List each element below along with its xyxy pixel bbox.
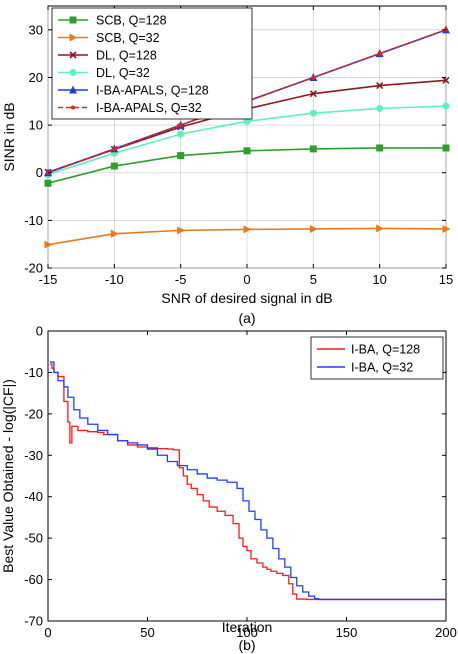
b-y-tick-label: -40 bbox=[24, 489, 43, 504]
series-scb-q-128-point bbox=[110, 162, 118, 170]
legend-a-dl-q-128-marker bbox=[69, 51, 77, 59]
b-x-tick-label: 50 bbox=[140, 625, 154, 640]
series-scb-q-128-point bbox=[243, 147, 251, 155]
a-x-tick-label: 5 bbox=[310, 272, 317, 287]
legend-a-i-ba-apals-q-128-marker bbox=[69, 85, 77, 94]
y-axis-label-b: Best Value Obtained - log(|CF|) bbox=[0, 379, 16, 573]
series-dl-q-32-point bbox=[442, 102, 450, 110]
series-scb-q-32-point bbox=[442, 224, 451, 233]
series-scb-q-128-point bbox=[177, 152, 185, 160]
panel-label-a: (a) bbox=[238, 310, 255, 326]
series-dl-q-128-point bbox=[442, 76, 450, 84]
b-x-tick-label: 0 bbox=[44, 625, 51, 640]
series-scb-q-32-point bbox=[177, 226, 186, 235]
series-i-ba-apals-q-32-point bbox=[178, 123, 183, 128]
a-x-tick-label: 0 bbox=[243, 272, 250, 287]
series-dl-q-128-point-stroke-2 bbox=[376, 81, 384, 90]
a-x-tick-label: -5 bbox=[175, 272, 187, 287]
legend-a-dl-q-32-label: DL, Q=32 bbox=[96, 66, 150, 80]
legend-a-dl-q-128-marker-stroke-2 bbox=[69, 51, 77, 59]
ticks-a: -15 -10 -5 0 5 10 15 -20 -10 0 10 20 30 bbox=[24, 6, 453, 287]
series-dl-q-128-point-stroke-2 bbox=[442, 76, 450, 84]
series-scb-q-128-point bbox=[376, 144, 384, 152]
legend-a-dl-q-128-label: DL, Q=128 bbox=[96, 49, 157, 63]
legend-a-dl-q-32-marker bbox=[69, 69, 77, 76]
b-y-tick-label: -20 bbox=[24, 406, 43, 421]
a-y-tick-label: -20 bbox=[24, 261, 43, 276]
x-axis-label-b: Iteration bbox=[222, 619, 273, 635]
legend-a: SCB, Q=128 SCB, Q=32 DL, Q=128 DL, Q=32 I-BA… bbox=[51, 7, 253, 120]
series-scb-q-128-point bbox=[442, 144, 450, 152]
series-dl-q-32-point bbox=[376, 104, 384, 112]
b-y-tick-label: -70 bbox=[24, 614, 43, 629]
a-y-tick-label: 0 bbox=[36, 165, 43, 180]
legend-b-i-ba-q-128-label: I-BA, Q=128 bbox=[351, 343, 420, 357]
series-scb-q-128-point bbox=[309, 145, 317, 153]
series-dl-q-32-point bbox=[309, 109, 317, 117]
series-dl-q-32-point bbox=[177, 130, 185, 138]
legend-a-box bbox=[51, 7, 253, 120]
b-x-tick-label: 150 bbox=[336, 625, 358, 640]
series-dl-q-32-point bbox=[243, 117, 251, 125]
series-scb-q-32-point bbox=[309, 224, 318, 233]
ticks-b: 0 50 100 150 200 -70 -60 -50 -40 -30 -20 -10 0 bbox=[24, 324, 457, 641]
a-x-tick-label: 15 bbox=[439, 272, 453, 287]
b-y-tick-label: -30 bbox=[24, 448, 43, 463]
y-axis-label-a: SINR in dB bbox=[1, 102, 17, 171]
a-y-tick-label: 30 bbox=[29, 22, 43, 37]
series-group-a bbox=[44, 25, 451, 249]
series-i-ba-apals-q-32-point bbox=[311, 75, 316, 80]
series-i-ba-apals-q-32-point bbox=[377, 51, 382, 56]
series-scb-q-32-point bbox=[243, 225, 252, 234]
series-dl-q-128-point bbox=[376, 81, 384, 90]
series-scb-q-32-point bbox=[44, 240, 53, 249]
series-i-ba-apals-q-32-point bbox=[112, 146, 117, 151]
series-scb-q-32-point bbox=[110, 229, 119, 238]
a-x-tick-label: -10 bbox=[105, 272, 124, 287]
legend-a-scb-q-32-marker bbox=[69, 33, 78, 42]
b-y-tick-label: -60 bbox=[24, 572, 43, 587]
legend-b-i-ba-q-32-label: I-BA, Q=32 bbox=[351, 361, 413, 375]
chart-panel-b: 0 50 100 150 200 -70 -60 -50 -40 -30 -20 -10 0 Itera… bbox=[0, 324, 457, 654]
a-x-tick-label: -15 bbox=[39, 272, 58, 287]
legend-a-scb-q-128-label: SCB, Q=128 bbox=[96, 14, 167, 28]
b-y-tick-label: -50 bbox=[24, 531, 43, 546]
legend-b-box bbox=[310, 336, 444, 380]
series-dl-q-128-point-stroke-2 bbox=[309, 90, 317, 98]
x-axis-label-a: SNR of desired signal in dB bbox=[161, 290, 332, 306]
series-scb-q-128-point bbox=[44, 179, 52, 187]
b-y-tick-label: 0 bbox=[36, 324, 43, 339]
panel-label-b: (b) bbox=[238, 637, 255, 653]
legend-a-i-ba-apals-q-128-label: I-BA-APALS, Q=128 bbox=[96, 84, 209, 98]
legend-a-scb-q-32-label: SCB, Q=32 bbox=[96, 31, 160, 45]
chart-panel-a: -15 -10 -5 0 5 10 15 -20 -10 0 10 20 30 SNR of desir… bbox=[1, 5, 453, 326]
b-x-tick-label: 200 bbox=[435, 625, 457, 640]
legend-a-scb-q-128-marker bbox=[69, 16, 77, 24]
series-i-ba-q-128-line bbox=[49, 363, 446, 601]
a-y-tick-label: 10 bbox=[29, 118, 43, 133]
a-y-tick-label: 20 bbox=[29, 70, 43, 85]
b-x-tick-label: 100 bbox=[236, 625, 258, 640]
series-dl-q-128-point bbox=[309, 90, 317, 98]
b-y-tick-label: -10 bbox=[24, 365, 43, 380]
series-group-b bbox=[49, 361, 446, 601]
legend-a-i-ba-apals-q-32-label: I-BA-APALS, Q=32 bbox=[96, 101, 202, 115]
legend-a-i-ba-apals-q-32-marker bbox=[71, 105, 75, 110]
series-i-ba-q-32-line bbox=[49, 361, 446, 601]
a-x-tick-label: 10 bbox=[372, 272, 386, 287]
a-y-tick-label: -10 bbox=[24, 213, 43, 228]
series-scb-q-32-point bbox=[376, 224, 385, 233]
legend-b: I-BA, Q=128 I-BA, Q=32 bbox=[310, 336, 444, 380]
